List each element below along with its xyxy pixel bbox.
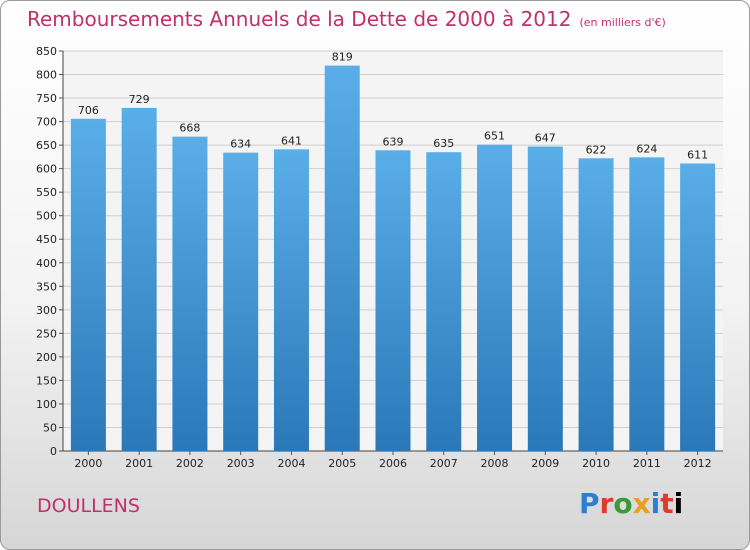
bar-value-label: 635 (433, 137, 454, 150)
bar (223, 152, 259, 451)
bar (527, 146, 563, 451)
x-tick-label: 2002 (176, 457, 204, 470)
city-name: DOULLENS (37, 495, 140, 517)
y-tick-label: 350 (36, 280, 57, 293)
y-tick-label: 150 (36, 374, 57, 387)
y-tick-label: 700 (36, 116, 57, 129)
bar-value-label: 819 (332, 51, 353, 64)
bar (629, 157, 665, 451)
y-tick-label: 100 (36, 398, 57, 411)
x-tick-label: 2005 (328, 457, 356, 470)
y-tick-label: 500 (36, 210, 57, 223)
y-tick-label: 50 (43, 421, 57, 434)
x-tick-label: 2009 (531, 457, 559, 470)
logo-letter: o (613, 487, 633, 520)
bar-value-label: 634 (230, 138, 251, 151)
x-tick-label: 2006 (379, 457, 407, 470)
x-tick-label: 2007 (430, 457, 458, 470)
logo-letter: i (673, 487, 684, 520)
x-tick-label: 2011 (633, 457, 661, 470)
bar (426, 152, 462, 452)
y-tick-label: 250 (36, 327, 57, 340)
bar-value-label: 729 (129, 93, 150, 106)
x-tick-label: 2001 (125, 457, 153, 470)
y-tick-label: 800 (36, 69, 57, 82)
x-tick-label: 2004 (277, 457, 305, 470)
logo-letter: i (650, 487, 661, 520)
x-tick-label: 2008 (481, 457, 509, 470)
bar-value-label: 622 (586, 143, 607, 156)
chart-title: Remboursements Annuels de la Dette de 20… (27, 7, 572, 31)
proxiti-logo: Proxiti (579, 487, 683, 520)
bar (172, 136, 208, 451)
logo-letter: x (632, 487, 651, 520)
y-tick-label: 0 (50, 445, 57, 458)
y-tick-label: 200 (36, 351, 57, 364)
bar-value-label: 639 (383, 135, 404, 148)
bar (578, 158, 614, 451)
y-tick-label: 300 (36, 304, 57, 317)
bar-value-label: 706 (78, 104, 99, 117)
bar-value-label: 647 (535, 132, 556, 145)
bar-value-label: 668 (179, 122, 200, 135)
title-block: Remboursements Annuels de la Dette de 20… (27, 7, 666, 31)
bar-value-label: 651 (484, 130, 505, 143)
bar-value-label: 641 (281, 134, 302, 147)
y-tick-label: 750 (36, 92, 57, 105)
bar (375, 150, 411, 451)
logo-letter: P (579, 487, 600, 520)
y-tick-label: 550 (36, 186, 57, 199)
bar (121, 107, 157, 452)
y-tick-label: 600 (36, 163, 57, 176)
y-tick-label: 650 (36, 139, 57, 152)
y-tick-label: 850 (36, 45, 57, 58)
bar-value-label: 611 (687, 148, 708, 161)
chart-subtitle: (en milliers d'€) (579, 16, 666, 29)
x-tick-label: 2000 (74, 457, 102, 470)
bar (680, 163, 716, 451)
x-tick-label: 2010 (582, 457, 610, 470)
x-tick-label: 2003 (227, 457, 255, 470)
bar (324, 65, 360, 452)
bar (477, 144, 513, 451)
y-tick-label: 400 (36, 257, 57, 270)
x-tick-label: 2012 (684, 457, 712, 470)
logo-letter: t (660, 487, 674, 520)
bar (273, 149, 309, 451)
y-tick-label: 450 (36, 233, 57, 246)
logo-letter: r (599, 487, 614, 520)
bar (70, 118, 106, 451)
bar-value-label: 624 (636, 142, 657, 155)
